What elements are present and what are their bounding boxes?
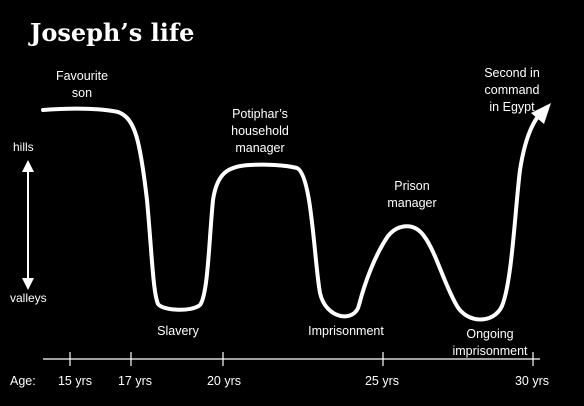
event-label-prison-manager-line-1: Prison <box>394 179 429 193</box>
valleys-label: valleys <box>10 291 47 305</box>
event-label-potiphar-line-1: Potiphar’s <box>232 107 288 121</box>
event-label-ongoing-imprisonment-line-1: Ongoing <box>466 327 513 341</box>
arrow-down-icon <box>22 278 34 290</box>
event-label-second-in-command-line-2: command <box>485 83 540 97</box>
age-tick-label: 30 yrs <box>515 374 549 388</box>
hills-label: hills <box>13 140 34 154</box>
age-tick-label: 25 yrs <box>365 374 399 388</box>
event-label-prison-manager-line-2: manager <box>387 196 436 210</box>
event-label-second-in-command-line-1: Second in <box>484 66 540 80</box>
age-tick-label: 17 yrs <box>118 374 152 388</box>
event-label-imprisonment: Imprisonment <box>308 324 384 338</box>
event-label-second-in-command-line-3: in Egypt <box>489 100 535 114</box>
page-title: Joseph’s life <box>28 18 194 47</box>
life-curve <box>41 106 542 322</box>
age-tick-label: 20 yrs <box>207 374 241 388</box>
event-label-potiphar-line-2: household <box>231 124 289 138</box>
arrow-up-icon <box>22 160 34 172</box>
age-label: Age: <box>10 374 36 388</box>
event-label-potiphar-line-3: manager <box>235 141 284 155</box>
event-label-slavery: Slavery <box>157 324 199 338</box>
event-label-favourite-son-line-2: son <box>72 86 92 100</box>
age-tick-label: 15 yrs <box>58 374 92 388</box>
event-label-favourite-son-line-1: Favourite <box>56 69 108 83</box>
arrow-head-icon <box>531 103 551 124</box>
event-label-ongoing-imprisonment-line-2: imprisonment <box>452 344 528 358</box>
